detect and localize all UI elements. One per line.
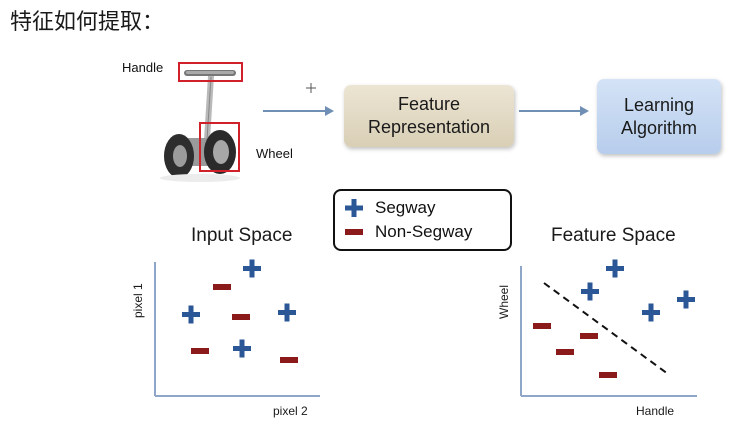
cursor-icon: [306, 83, 316, 93]
feature-space-axes: [520, 266, 697, 397]
learning-box-line-1: Learning: [623, 94, 695, 115]
input-space-axes: [154, 262, 320, 397]
plus-marker: [581, 282, 599, 301]
plus-marker: [243, 259, 261, 278]
arrow-to-feature: [263, 106, 334, 116]
minus-marker: [580, 333, 598, 339]
feature-space-xlabel: Handle: [636, 404, 675, 418]
input-space-xlabel: pixel 2: [273, 404, 308, 418]
input-space-title: Input Space: [191, 225, 293, 246]
learning-box-line-2: Algorithm: [620, 117, 698, 138]
legend-label-non-segway: Non-Segway: [375, 222, 473, 241]
decision-boundary: [543, 282, 669, 375]
segway-image: [160, 70, 240, 182]
handle-label: Handle: [122, 60, 164, 75]
plus-marker: [677, 290, 695, 309]
feature-space-markers: [533, 259, 695, 378]
plus-icon: [345, 199, 363, 217]
arrow-to-learning: [519, 106, 589, 116]
plus-marker: [606, 259, 624, 278]
minus-icon: [345, 229, 363, 235]
legend-item-non-segway: Non-Segway: [345, 222, 472, 242]
minus-marker: [533, 323, 551, 329]
learning-algorithm-box: Learning Algorithm: [597, 79, 721, 154]
minus-marker: [232, 314, 250, 320]
feature-box-line-1: Feature: [397, 94, 461, 114]
plus-marker: [233, 339, 251, 358]
legend: Segway Non-Segway: [333, 189, 512, 251]
handle-highlight-box: [178, 62, 243, 82]
page-heading: 特征如何提取：: [10, 10, 165, 35]
feature-box-line-2: Representation: [367, 117, 491, 137]
plus-marker: [182, 305, 200, 324]
legend-label-segway: Segway: [375, 198, 436, 217]
feature-representation-box: Feature Representation: [344, 85, 514, 147]
input-space-ylabel: pixel 1: [131, 283, 145, 318]
minus-marker: [213, 284, 231, 290]
minus-marker: [599, 372, 617, 378]
feature-space-ylabel: Wheel: [497, 284, 511, 319]
wheel-highlight-box: [199, 122, 240, 172]
legend-item-segway: Segway: [345, 198, 435, 218]
minus-marker: [280, 357, 298, 363]
minus-marker: [556, 349, 574, 355]
feature-space-title: Feature Space: [551, 225, 676, 246]
input-space-markers: [182, 259, 298, 363]
plus-marker: [278, 303, 296, 322]
minus-marker: [191, 348, 209, 354]
wheel-label: Wheel: [256, 146, 293, 161]
plus-marker: [642, 303, 660, 322]
